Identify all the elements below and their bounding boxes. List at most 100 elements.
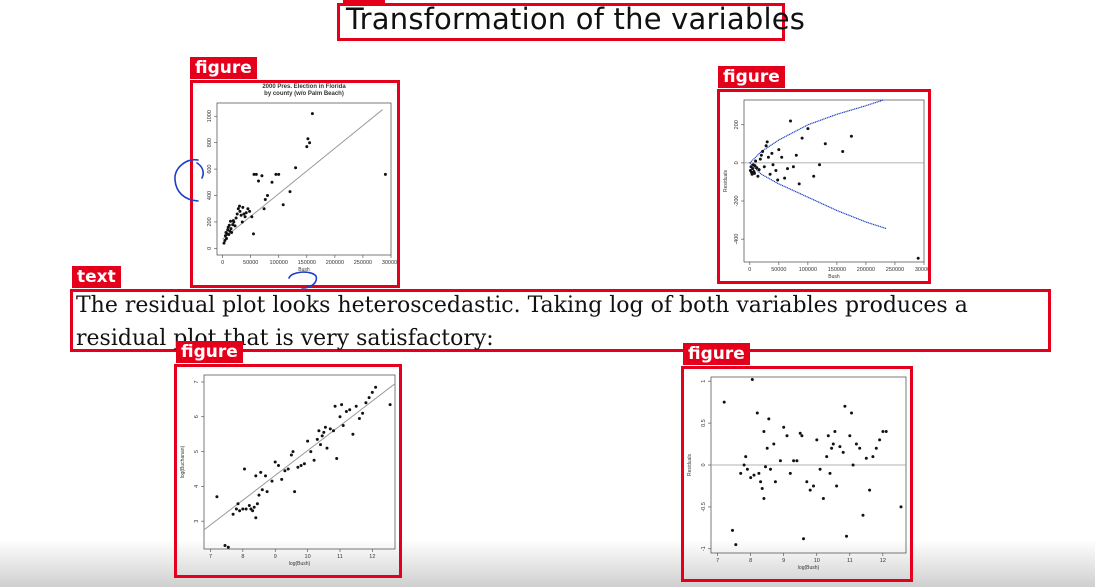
data-point (878, 438, 882, 442)
data-point (231, 223, 235, 227)
data-point (244, 211, 248, 215)
data-point (260, 174, 264, 178)
data-point (808, 488, 812, 492)
data-point (762, 165, 766, 169)
data-point (335, 457, 339, 460)
data-point (757, 168, 761, 172)
chart-residuals-log: 7 8 9 10 11 12 -1 -0.5 0 0.5 1 log(Bush) Residuals (687, 376, 907, 571)
data-point (254, 474, 258, 478)
data-point (252, 505, 256, 509)
data-point (238, 204, 241, 208)
x-tick-label: 7 (209, 554, 212, 560)
data-point (241, 205, 245, 209)
data-point (225, 237, 228, 240)
data-point (323, 425, 327, 429)
data-point (764, 465, 767, 469)
data-point (338, 415, 342, 419)
data-point (238, 209, 242, 213)
y-tick-label: 6 (194, 415, 200, 418)
data-point (246, 207, 250, 211)
data-point (843, 404, 847, 408)
data-point (293, 490, 297, 494)
x-tick-label: 150000 (298, 260, 316, 266)
x-axis-label: log(Bush) (798, 565, 820, 571)
data-point (357, 417, 361, 420)
data-point (759, 480, 763, 484)
data-point (240, 220, 244, 224)
data-point (806, 127, 810, 131)
data-point (226, 228, 230, 232)
data-point (277, 464, 280, 467)
plot-frame (216, 102, 392, 256)
x-tick-label: 150000 (828, 267, 846, 273)
y-tick-label: 1 (701, 380, 707, 383)
data-point (361, 411, 365, 415)
x-tick-label: 12 (880, 558, 886, 564)
data-point (291, 450, 295, 454)
data-point (243, 467, 246, 471)
data-point (250, 215, 254, 219)
data-point (854, 442, 858, 446)
text-tag: text (72, 266, 121, 288)
data-point (788, 471, 792, 475)
x-tick-label: 8 (241, 554, 244, 560)
data-point (229, 219, 232, 223)
data-point (754, 159, 758, 163)
figure-box-4 (681, 366, 913, 582)
regression-line (222, 109, 383, 240)
data-point (243, 215, 247, 219)
data-point (884, 430, 888, 433)
figure-tag-4: figure (683, 343, 750, 365)
data-point (812, 174, 816, 178)
data-point (776, 178, 780, 182)
data-point (226, 545, 230, 549)
data-point (234, 216, 238, 220)
data-point (234, 507, 238, 511)
data-point (765, 140, 769, 144)
x-tick-label: 200000 (857, 267, 875, 273)
x-tick-label: 7 (716, 558, 719, 564)
data-point (821, 497, 825, 500)
data-point (288, 190, 292, 194)
data-point (755, 166, 759, 170)
data-point (777, 148, 781, 152)
data-point (769, 467, 772, 471)
x-tick-label: 9 (274, 554, 277, 560)
data-point (858, 446, 862, 450)
data-point (759, 153, 763, 157)
figure-box-2 (717, 89, 931, 284)
data-point (761, 150, 765, 153)
data-point (773, 480, 777, 484)
y-tick-label: 600 (207, 164, 213, 173)
data-point (283, 469, 287, 473)
data-point (871, 455, 875, 459)
data-point (238, 509, 242, 513)
data-point (767, 417, 771, 421)
data-point (289, 453, 293, 457)
x-tick-label: 0 (748, 267, 751, 273)
data-point (239, 213, 243, 217)
y-tick-label: 4 (194, 485, 200, 488)
x-tick-label: 8 (749, 558, 752, 564)
data-point (236, 502, 240, 506)
data-point (319, 443, 322, 447)
envelope-lower-curve (749, 162, 887, 230)
data-point (774, 169, 778, 172)
y-tick-label: 0.5 (701, 419, 707, 427)
y-tick-label: -1 (701, 546, 707, 551)
data-point (798, 431, 802, 435)
data-point (223, 544, 227, 547)
data-point (756, 174, 760, 178)
envelope-upper-curve (749, 99, 884, 164)
plot-frame (203, 374, 396, 550)
data-point (758, 157, 762, 161)
data-point (374, 385, 378, 389)
y-tick-label: 0 (701, 463, 707, 466)
data-point (233, 224, 237, 228)
x-tick-label: 50000 (243, 260, 258, 266)
data-point (830, 446, 834, 450)
data-point (734, 543, 738, 547)
data-point (764, 144, 768, 148)
data-point (332, 429, 335, 433)
data-point (765, 446, 769, 450)
